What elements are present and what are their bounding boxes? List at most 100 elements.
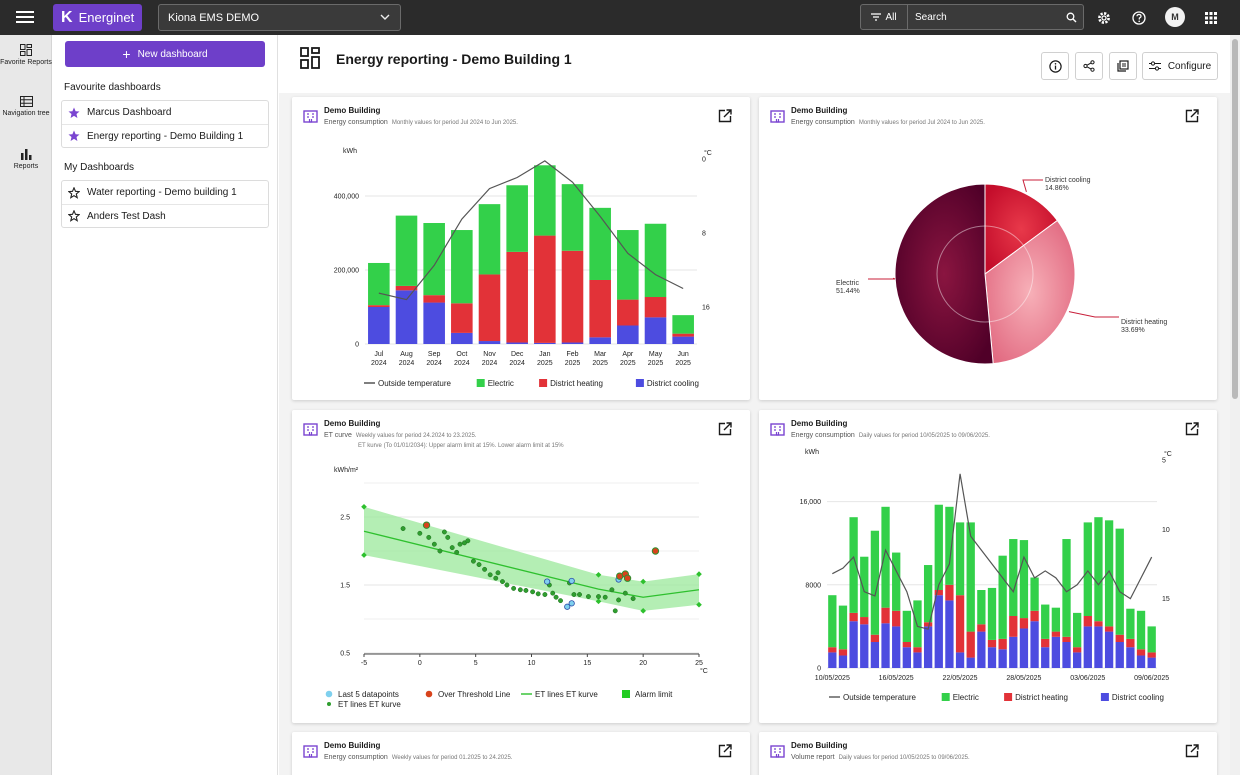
configure-button[interactable]: Configure (1142, 52, 1218, 80)
bar-segment (849, 517, 858, 613)
legend-swatch (941, 693, 950, 701)
et-curve-chart: 0.5 1.5 2.5 kWh/m² -5 0 5 10 15 20 25°C Last 5 data… (325, 467, 708, 709)
top-bar: K Energinet Kiona EMS DEMO All M (0, 0, 1240, 35)
slice-percent: 51.44% (836, 288, 860, 295)
open-in-new-icon[interactable] (1184, 421, 1200, 437)
x-axis-label: °C (700, 667, 708, 675)
legend-label: District heating (1015, 693, 1068, 702)
new-dashboard-button[interactable]: + New dashboard (65, 41, 265, 67)
list-item[interactable]: Water reporting - Demo building 1 (62, 181, 268, 204)
et-curve-card: Demo Building ET curve Weekly values for … (292, 410, 750, 723)
bar-segment (589, 207, 611, 280)
open-in-new-icon[interactable] (717, 108, 733, 124)
settings-gear-icon[interactable] (1094, 8, 1114, 28)
bar-segment (1030, 577, 1039, 611)
legend-label: District cooling (1112, 693, 1164, 702)
bar-segment (892, 552, 901, 611)
et-data-point (417, 530, 423, 536)
open-in-new-icon[interactable] (1184, 108, 1200, 124)
et-data-point (558, 598, 563, 604)
bar-segment (644, 223, 667, 298)
bar-segment (881, 506, 890, 608)
slice-name: District cooling (1045, 177, 1091, 184)
star-outline-icon[interactable] (68, 186, 80, 199)
rail-item-reports[interactable]: Reports (0, 149, 52, 171)
slice-name: Electric (836, 280, 859, 287)
report-type: Volume report (791, 754, 835, 761)
search-filter-button[interactable]: All (861, 5, 908, 29)
page-scrollbar[interactable] (1230, 35, 1240, 775)
y-tick-label: 8000 (805, 582, 821, 589)
et-data-point (550, 590, 556, 596)
search-input[interactable] (908, 11, 1059, 23)
bar-segment (1030, 621, 1039, 668)
et-data-point (523, 587, 529, 593)
list-item[interactable]: Marcus Dashboard (62, 101, 268, 124)
et-data-point (437, 548, 443, 554)
y-axis-label: kWh/m² (334, 467, 359, 474)
list-item[interactable]: Energy reporting - Demo Building 1 (62, 124, 268, 147)
y2-axis-label: °C (1164, 450, 1172, 458)
my-dashboards-list: Water reporting - Demo building 1 Anders… (61, 180, 269, 228)
share-button[interactable] (1075, 52, 1103, 80)
bar-segment (1019, 618, 1029, 629)
bar-segment (860, 556, 869, 618)
open-in-new-icon[interactable] (717, 421, 733, 437)
star-filled-icon[interactable] (68, 107, 80, 119)
list-item[interactable]: Anders Test Dash (62, 204, 268, 227)
site-selector[interactable]: Kiona EMS DEMO (158, 4, 401, 31)
x-tick-month: Aug (400, 351, 413, 358)
et-data-point (511, 585, 517, 591)
y-tick-label: 2.5 (340, 515, 350, 522)
help-icon[interactable] (1129, 8, 1149, 28)
bar-segment (1094, 517, 1103, 622)
et-data-point (530, 589, 536, 595)
bar-segment (934, 504, 943, 590)
copy-dashboard-button[interactable] (1109, 52, 1137, 80)
info-button[interactable] (1041, 52, 1069, 80)
alarm-limit-point (361, 503, 367, 510)
bar-segment (923, 622, 933, 627)
x-tick-year: 2025 (537, 360, 553, 367)
x-tick-month: Nov (483, 351, 496, 358)
open-in-new-icon[interactable] (717, 743, 733, 759)
rail-item-navigation-tree[interactable]: Navigation tree (0, 96, 52, 118)
et-data-point (465, 538, 471, 544)
x-tick-label: Feb 2025 (565, 351, 581, 367)
et-data-point (487, 572, 493, 578)
sliders-icon (1148, 61, 1161, 71)
bar-segment (1083, 616, 1092, 627)
bar-segment (881, 623, 890, 668)
plus-icon: + (122, 46, 131, 62)
report-type: Energy consumption (324, 119, 388, 126)
et-data-point (535, 591, 541, 597)
et-data-point (476, 562, 482, 568)
x-tick-month: Sep (428, 351, 441, 358)
rail-item-favorite-reports[interactable]: Favorite Reports (0, 44, 52, 67)
scrollbar-thumb[interactable] (1232, 39, 1238, 399)
bar-segment (1041, 638, 1050, 648)
bar-segment (1104, 626, 1114, 632)
info-icon (1048, 59, 1062, 73)
report-type: ET curve (324, 432, 352, 439)
et-data-point (470, 558, 476, 564)
last-5-point (544, 578, 551, 585)
open-in-new-icon[interactable] (1184, 743, 1200, 759)
et-data-point (445, 534, 451, 540)
bar-segment (423, 223, 445, 296)
brand-logo[interactable]: K Energinet (53, 4, 142, 31)
star-filled-icon[interactable] (68, 130, 80, 142)
bar-segment (672, 333, 694, 337)
avatar[interactable]: M (1165, 7, 1185, 27)
y-tick-label: 0.5 (340, 651, 350, 658)
star-outline-icon[interactable] (68, 210, 80, 222)
alarm-limit-point (696, 601, 702, 608)
apps-grid-icon[interactable] (1201, 8, 1221, 28)
brand-name: Energinet (78, 10, 135, 25)
hamburger-menu-icon[interactable] (14, 8, 36, 28)
x-tick-year: 2025 (592, 360, 608, 367)
bar-segment (977, 624, 986, 632)
last-5-point (568, 600, 575, 607)
search-icon[interactable] (1059, 5, 1083, 29)
et-data-point (457, 541, 463, 547)
